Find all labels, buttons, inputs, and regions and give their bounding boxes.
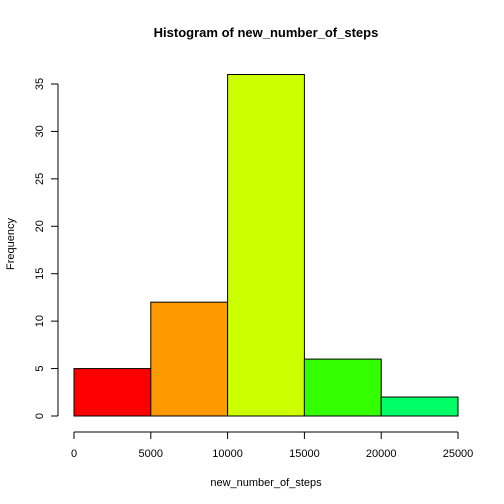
x-axis: 0 5000 10000 15000 20000 25000 — [71, 431, 474, 460]
histogram-bar-0 — [73, 368, 152, 417]
histogram-bar-3 — [303, 358, 382, 417]
histogram-bar-4 — [380, 396, 459, 417]
chart-title: Histogram of new_number_of_steps — [154, 25, 379, 40]
y-tick-label-1: 5 — [34, 366, 46, 372]
x-tick-label-4: 20000 — [366, 448, 397, 460]
bars — [73, 74, 459, 417]
histogram-bar-1 — [150, 301, 229, 417]
y-tick-label-7: 35 — [34, 78, 46, 90]
y-tick-label-6: 30 — [34, 125, 46, 137]
y-axis-label: Frequency — [5, 218, 17, 270]
y-tick-label-2: 10 — [34, 315, 46, 327]
x-tick-label-5: 25000 — [443, 448, 474, 460]
y-tick-label-0: 0 — [34, 413, 46, 419]
x-axis-label: new_number_of_steps — [210, 477, 322, 489]
histogram-bar-2 — [227, 74, 305, 417]
y-tick-label-4: 20 — [34, 220, 46, 232]
x-tick-label-2: 10000 — [212, 448, 243, 460]
x-tick-label-0: 0 — [71, 448, 77, 460]
y-axis: 0 5 10 15 20 25 30 35 — [34, 78, 59, 419]
x-tick-label-3: 15000 — [289, 448, 320, 460]
y-tick-label-3: 15 — [34, 268, 46, 280]
x-tick-label-1: 5000 — [139, 448, 163, 460]
y-tick-label-5: 25 — [34, 173, 46, 185]
